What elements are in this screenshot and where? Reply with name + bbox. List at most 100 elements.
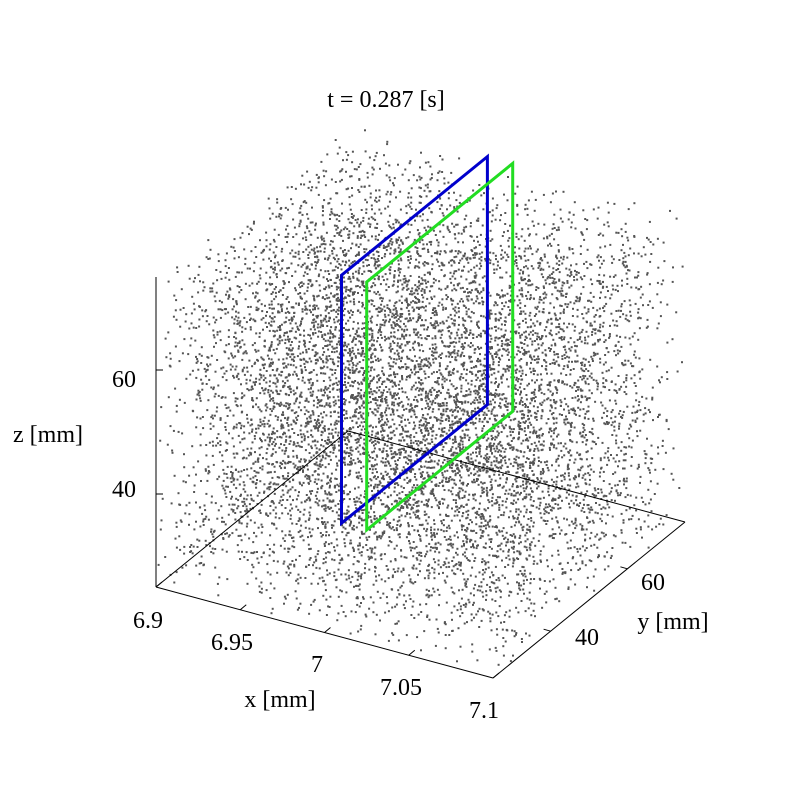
data-point [388, 224, 391, 227]
data-point [511, 502, 514, 505]
data-point [265, 370, 268, 372]
data-point [522, 319, 524, 322]
data-point [625, 374, 628, 377]
data-point [320, 388, 323, 391]
data-point [568, 268, 571, 271]
data-point [198, 562, 201, 565]
data-point [551, 293, 554, 296]
data-point [412, 342, 415, 345]
data-point [646, 318, 649, 321]
data-point [389, 309, 392, 312]
data-point [542, 292, 545, 295]
data-point [354, 611, 357, 614]
data-point [436, 504, 439, 507]
data-point [360, 366, 363, 369]
data-point [447, 197, 450, 200]
data-point [480, 374, 483, 377]
data-point [489, 400, 492, 403]
data-point [500, 214, 502, 217]
data-point [484, 458, 487, 461]
data-point [464, 342, 466, 345]
data-point [460, 298, 463, 300]
data-point [449, 542, 452, 545]
data-point [226, 465, 229, 468]
data-point [529, 466, 532, 469]
data-point [495, 499, 498, 501]
data-point [235, 497, 238, 500]
data-point [281, 247, 284, 250]
data-point [471, 460, 474, 463]
data-point [227, 357, 230, 360]
data-point [368, 558, 371, 561]
data-point [392, 335, 395, 338]
data-point [585, 451, 588, 454]
data-point [581, 527, 584, 530]
data-point [524, 404, 527, 407]
data-point [285, 439, 288, 442]
data-point [343, 286, 346, 289]
data-point [423, 477, 426, 480]
data-point [322, 558, 325, 560]
data-point [645, 326, 648, 329]
data-point [216, 331, 219, 334]
data-point [299, 482, 302, 485]
data-point [483, 418, 486, 421]
data-point [581, 507, 584, 510]
data-point [651, 457, 654, 460]
data-point [507, 239, 510, 242]
data-point [553, 306, 555, 309]
data-point [544, 506, 547, 509]
data-point [171, 451, 174, 454]
data-point [298, 518, 301, 521]
data-point [273, 228, 276, 231]
data-point [246, 515, 249, 518]
data-point [427, 565, 430, 567]
data-point [363, 532, 366, 535]
data-point [374, 558, 377, 561]
data-point [465, 313, 468, 316]
data-point [432, 430, 435, 433]
data-point [382, 438, 385, 441]
data-point [188, 513, 191, 516]
data-point [473, 256, 476, 259]
data-point [499, 548, 502, 551]
data-point [466, 413, 469, 416]
data-point [299, 207, 302, 210]
data-point [449, 353, 452, 356]
data-point [471, 401, 474, 404]
data-point [500, 323, 503, 326]
data-point [532, 562, 535, 565]
data-point [390, 227, 393, 230]
data-point [367, 254, 370, 257]
data-point [501, 302, 504, 305]
data-point [399, 248, 402, 251]
data-point [505, 271, 508, 274]
data-point [309, 221, 312, 224]
data-point [491, 354, 494, 357]
data-point [518, 493, 521, 496]
data-point [361, 229, 364, 232]
data-point [407, 259, 410, 262]
data-point [181, 352, 184, 355]
data-point [409, 408, 412, 411]
data-point [222, 479, 225, 482]
data-point [405, 299, 408, 302]
data-point [467, 291, 469, 294]
data-point [408, 542, 411, 545]
data-point [351, 349, 354, 352]
data-point [384, 315, 387, 318]
data-point [450, 448, 453, 451]
data-point [357, 251, 360, 254]
data-point [299, 292, 302, 294]
data-point [533, 560, 536, 563]
data-point [476, 393, 479, 396]
data-point [400, 570, 403, 573]
data-point [295, 416, 298, 419]
data-point [414, 246, 417, 249]
data-point [210, 416, 213, 419]
data-point [375, 477, 378, 480]
data-point [447, 192, 450, 195]
data-point [309, 417, 312, 420]
data-point [240, 522, 243, 525]
data-point [398, 536, 401, 539]
